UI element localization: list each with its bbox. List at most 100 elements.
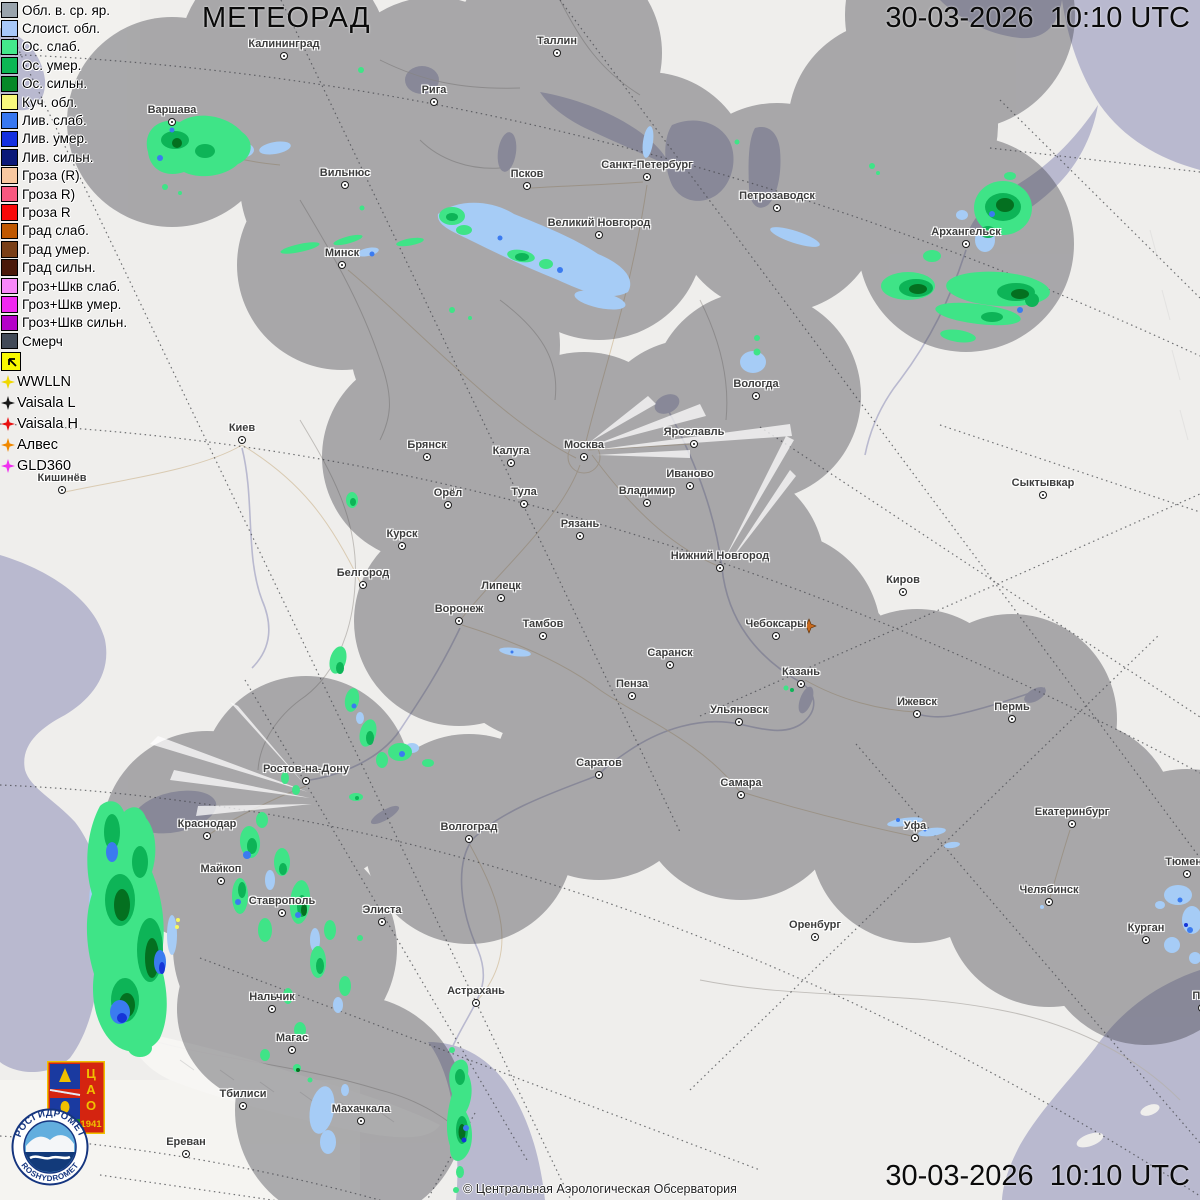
city-dot-icon	[268, 1005, 276, 1013]
legend-item: Гроза R	[1, 203, 127, 221]
legend-swatch	[1, 241, 18, 258]
legend-swatch	[1, 130, 18, 148]
legend-item: Куч. обл.	[1, 93, 127, 111]
city-label: Элиста	[362, 904, 402, 916]
city-label: Тула	[511, 486, 537, 498]
legend-item: Град умер.	[1, 240, 127, 258]
city-label: Ставрополь	[248, 895, 316, 907]
city-label: Кишинёв	[37, 472, 87, 484]
legend-label: Гроза (R)	[22, 168, 80, 184]
city-label: Нижний Новгород	[670, 550, 770, 562]
city-dot-icon	[643, 499, 651, 507]
mountains	[130, 229, 1189, 1138]
city-label: Нальчик	[249, 991, 295, 1003]
svg-text:А: А	[86, 1082, 96, 1097]
legend-label: Лив. сильн.	[22, 149, 94, 165]
rivers	[241, 249, 1046, 1049]
lightning-star-icon	[1, 459, 15, 474]
city-dot-icon	[238, 436, 246, 444]
city-label: Курган	[1127, 922, 1165, 934]
network-item: Алвес	[1, 435, 127, 455]
city-dot-icon	[1039, 491, 1047, 499]
legend-item: Лив. умер.	[1, 130, 127, 148]
legend-label: Град сильн.	[22, 260, 96, 276]
city-dot-icon	[1045, 898, 1053, 906]
legend-label: Смерч	[22, 333, 63, 349]
city-dot-icon	[735, 718, 743, 726]
city-dot-icon	[595, 771, 603, 779]
borders	[149, 0, 1181, 1141]
city-label: Краснодар	[177, 818, 237, 830]
legend-swatch	[1, 57, 18, 74]
city-dot-icon	[444, 501, 452, 509]
city-dot-icon	[472, 999, 480, 1007]
city-label: Иваново	[666, 468, 714, 480]
svg-text:Ц: Ц	[86, 1066, 96, 1081]
svg-text:О: О	[86, 1098, 96, 1113]
network-item: GLD360	[1, 456, 127, 476]
city-dot-icon	[576, 532, 584, 540]
city-label: Москва	[563, 439, 605, 451]
city-dot-icon	[430, 98, 438, 106]
legend-swatch	[1, 20, 18, 37]
city-label: Таллин	[537, 35, 577, 47]
city-dot-icon	[280, 52, 288, 60]
legend-label: Обл. в. ср. яр.	[22, 2, 111, 18]
city-dot-icon	[203, 832, 211, 840]
city-label: Петрозаводск	[739, 190, 815, 202]
city-label: Пет	[1192, 990, 1200, 1002]
network-label: Vaisala H	[17, 416, 78, 433]
city-dot-icon	[595, 231, 603, 239]
legend-label: Лив. слаб.	[22, 113, 87, 129]
legend-item: Ос. слаб.	[1, 38, 127, 56]
city-label: Пермь	[994, 701, 1030, 713]
city-label: Уфа	[903, 820, 927, 832]
city-dot-icon	[1068, 820, 1076, 828]
legend-item: Лив. сильн.	[1, 148, 127, 166]
legend-item: Обл. в. ср. яр.	[1, 1, 127, 19]
city-label: Курск	[386, 528, 418, 540]
legend-item: Смерч	[1, 332, 127, 350]
roads	[64, 126, 1071, 1001]
precipitation-echoes	[86, 67, 1200, 1193]
legend-label: Град слаб.	[22, 223, 89, 239]
legend-label: Гроз+Шкв слаб.	[22, 278, 121, 294]
legend-swatch	[1, 167, 18, 184]
lightning-star-icon	[1, 396, 15, 411]
network-label: Алвес	[17, 437, 58, 454]
legend-swatch	[1, 296, 18, 313]
city-dot-icon	[752, 392, 760, 400]
legend-item: Ос. умер.	[1, 56, 127, 74]
city-label: Ростов-на-Дону	[262, 763, 350, 775]
city-label: Казань	[782, 666, 820, 678]
city-label: Вильнюс	[319, 167, 371, 179]
city-label: Псков	[510, 168, 544, 180]
city-dot-icon	[341, 181, 349, 189]
city-dot-icon	[773, 204, 781, 212]
legend-item: Ос. сильн.	[1, 75, 127, 93]
legend-label: Град умер.	[22, 241, 90, 257]
copyright: © Центральная Аэрологическая Обсерватори…	[463, 1182, 737, 1196]
legend-swatch	[1, 75, 18, 92]
city-dot-icon	[359, 581, 367, 589]
city-dot-icon	[523, 182, 531, 190]
city-dot-icon	[58, 486, 66, 494]
city-label: Великий Новгород	[547, 217, 651, 229]
city-label: Вологда	[733, 378, 779, 390]
city-dot-icon	[423, 453, 431, 461]
city-dot-icon	[497, 594, 505, 602]
city-label: Варшава	[147, 104, 197, 116]
legend-swatch	[1, 204, 18, 221]
city-label: Киев	[228, 422, 256, 434]
city-dot-icon	[182, 1150, 190, 1158]
city-label: Пенза	[615, 678, 649, 690]
city-dot-icon	[338, 261, 346, 269]
city-label: Воронеж	[434, 603, 484, 615]
city-label: Орёл	[433, 487, 463, 499]
legend-item: Гроз+Шкв слаб.	[1, 277, 127, 295]
city-dot-icon	[553, 49, 561, 57]
city-dot-icon	[217, 877, 225, 885]
city-label: Чебоксары	[745, 618, 807, 630]
